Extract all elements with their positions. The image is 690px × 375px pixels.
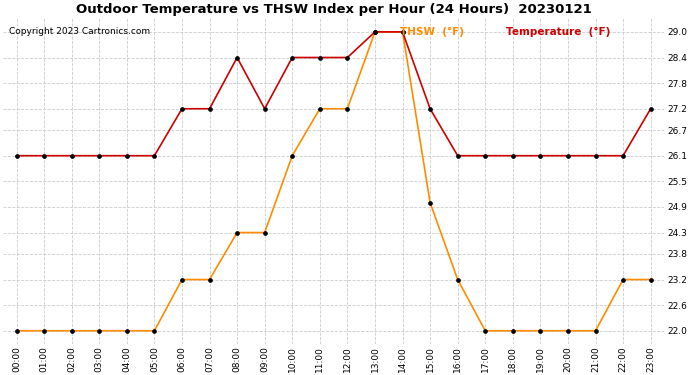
Text: THSW  (°F): THSW (°F)	[400, 27, 464, 37]
Text: Temperature  (°F): Temperature (°F)	[506, 27, 610, 37]
Title: Outdoor Temperature vs THSW Index per Hour (24 Hours)  20230121: Outdoor Temperature vs THSW Index per Ho…	[76, 3, 591, 16]
Text: Copyright 2023 Cartronics.com: Copyright 2023 Cartronics.com	[10, 27, 150, 36]
